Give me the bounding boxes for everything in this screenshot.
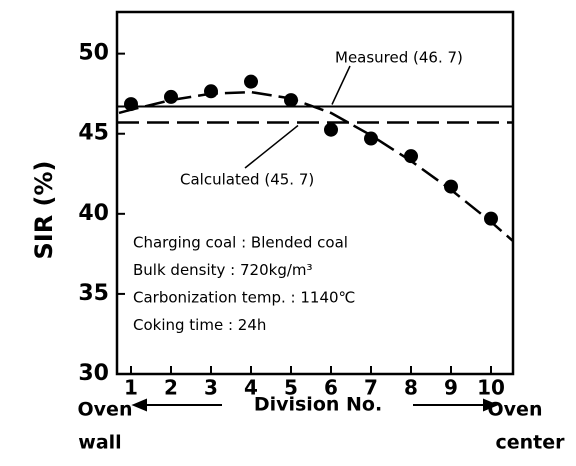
x-tick-label: 1 [124,376,138,400]
calculated-arrow [244,124,299,169]
data-point [484,211,498,226]
data-point [204,84,218,99]
data-point [324,122,338,137]
y-axis-label: SIR (%) [30,160,58,259]
note: Carbonization temp. : 1140℃ [133,289,355,307]
x-tick-label: 4 [244,376,258,400]
measured-label: Measured (46. 7) [335,49,463,67]
x-tick-label: 2 [164,376,178,400]
x-left-label: Oven [78,399,133,421]
x-right-label: Oven [488,399,543,421]
y-tick-label: 45 [78,121,109,146]
arrows [131,398,499,412]
data-point [244,74,258,89]
x-tick-label: 10 [477,376,505,400]
data-point [364,131,378,146]
fit-curve [118,90,514,242]
x-tick-label: 9 [444,376,458,400]
calculated-label: Calculated (45. 7) [180,171,314,189]
x-tick-label: 3 [204,376,218,400]
x-right-label: center [495,432,565,454]
y-tick-label: 30 [78,361,109,386]
data-point [124,97,138,112]
plot-frame [115,10,515,376]
y-tick-label: 40 [78,201,109,226]
x-tick-label: 7 [364,376,378,400]
measured-arrow [331,65,351,105]
y-tick-label: 50 [78,41,109,66]
data-point [164,89,178,104]
data-point [284,93,298,108]
y-tick-label: 35 [78,281,109,306]
note: Bulk density : 720kg/m³ [133,261,313,279]
x-tick-label: 6 [324,376,338,400]
x-left-label: wall [78,432,121,454]
data-point [444,179,458,194]
data-point [404,149,418,164]
x-tick-label: 5 [284,376,298,400]
note: Charging coal : Blended coal [133,234,348,252]
x-tick-label: 8 [404,376,418,400]
note: Coking time : 24h [133,316,266,334]
x-axis-label: Division No. [254,394,382,416]
